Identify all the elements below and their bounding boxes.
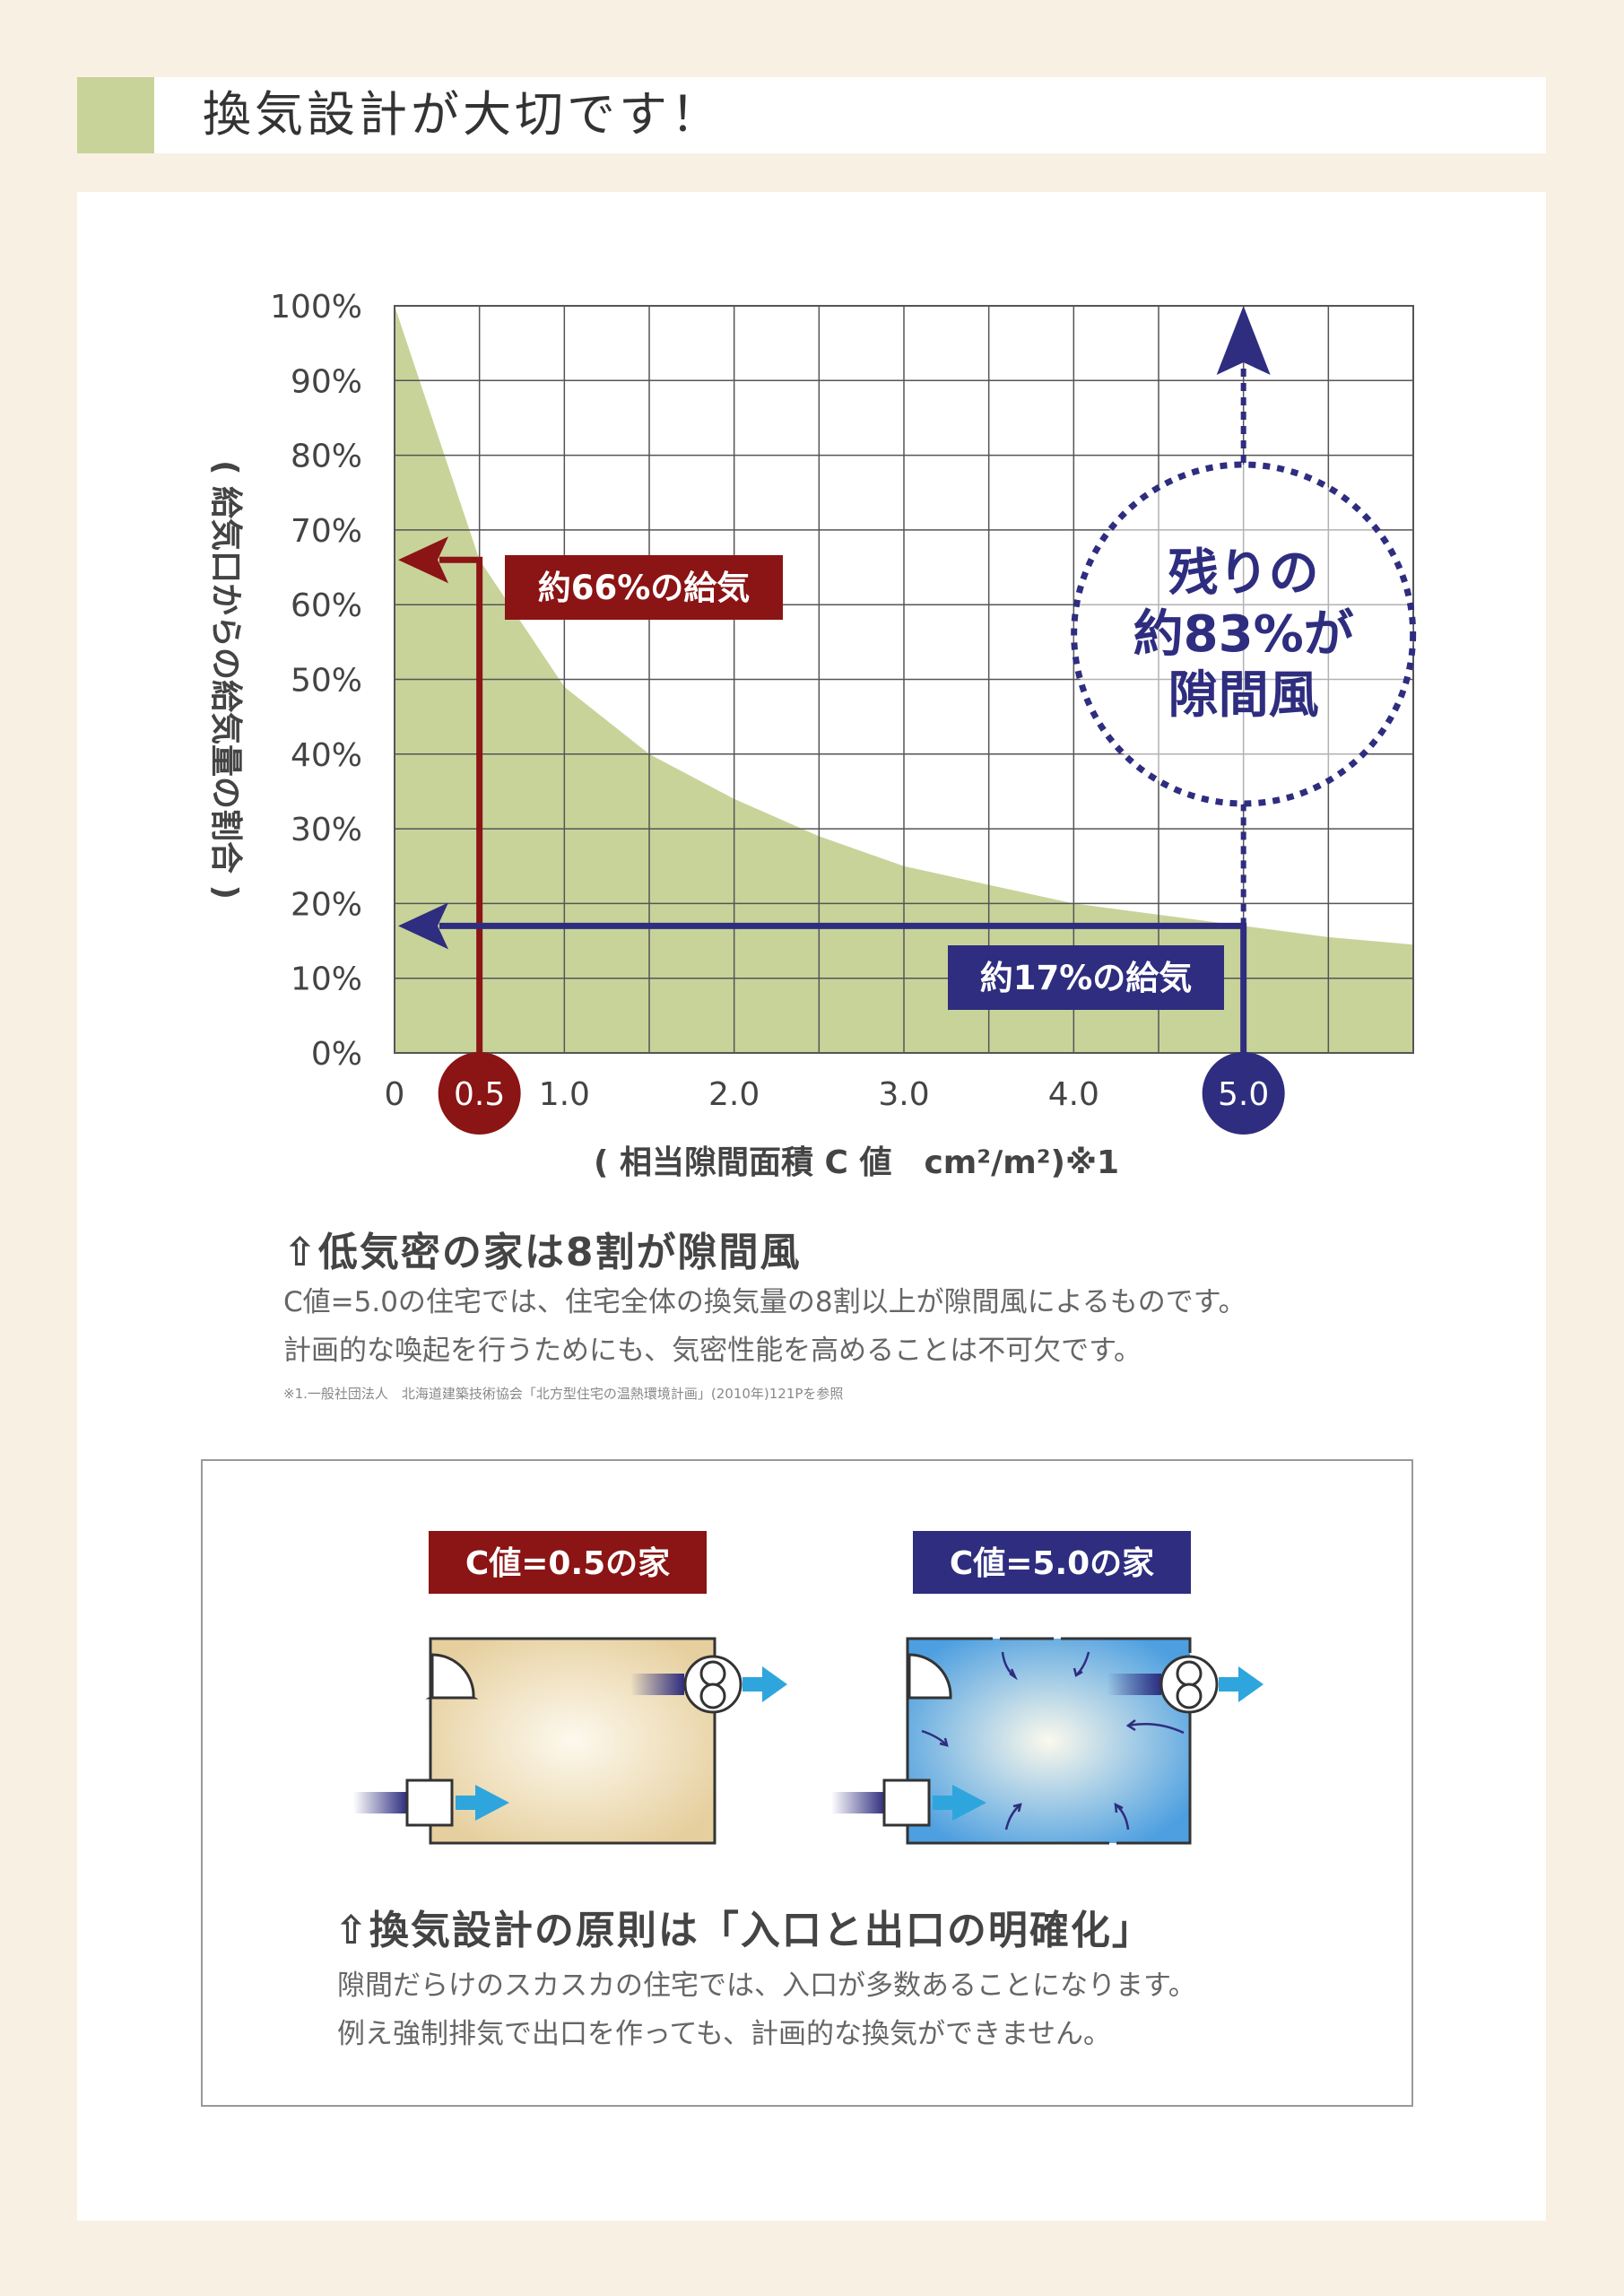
house2-fan-icon <box>1159 1655 1219 1714</box>
x-tick-badge <box>1202 1052 1285 1135</box>
section1-heading: ⇧低気密の家は8割が隙間風 <box>283 1230 802 1275</box>
x-tick-label: 4.0 <box>1048 1076 1099 1113</box>
x-axis-label: ( 相当隙間面積 C 値 cm²/m²)※1 <box>594 1144 1119 1181</box>
house2-label-bg <box>913 1531 1191 1594</box>
house1-intake-vent-icon <box>405 1779 454 1827</box>
title-bar: 換気設計が大切です！ <box>77 77 1546 153</box>
house-diagrams: C値=0.5の家 C値=5.0の家 <box>353 1531 1264 1845</box>
house1-label-bg <box>429 1531 707 1594</box>
annotation-label-17-bg <box>948 945 1224 1010</box>
house2-body <box>906 1637 1192 1845</box>
house2-label: C値=5.0の家 <box>950 1545 1154 1582</box>
x-tick-label: 3.0 <box>878 1076 929 1113</box>
house1-label: C値=0.5の家 <box>465 1545 670 1582</box>
x-tick-label: 5.0 <box>1218 1076 1269 1113</box>
house1-fan-icon <box>683 1655 743 1714</box>
y-tick-label: 30% <box>291 812 362 848</box>
house1-intake-duct <box>353 1792 407 1813</box>
section2-heading: ⇧換気設計の原則は「入口と出口の明確化」 <box>334 1908 1153 1953</box>
house2-outlet-arrow-icon <box>1219 1666 1264 1702</box>
y-tick-label: 0% <box>311 1036 362 1073</box>
section1-line2: 計画的な喚起を行うためにも、気密性能を高めることは不可欠です。 <box>283 1335 1142 1367</box>
house1-outlet-arrow-icon <box>743 1666 787 1702</box>
house1-exhaust-duct <box>630 1674 684 1695</box>
annotation-arrow-66 <box>439 556 483 1062</box>
house2-exhaust-duct <box>1107 1674 1161 1695</box>
footnote: ※1.一般社団法人 北海道建築技術協会「北方型住宅の温熱環境計画」(2010年)… <box>283 1386 844 1402</box>
house2-draft-arrows-icon <box>921 1651 1185 1831</box>
x-tick-label: 2.0 <box>708 1076 760 1113</box>
callout-text-line: 隙間風 <box>1168 666 1319 725</box>
chart: 0% 10% 20% 30% 40% 50% 60% 70% 80% 90% 100% 0 0.5 1.… <box>207 289 1417 1181</box>
y-tick-label: 10% <box>291 961 362 998</box>
house2-door-icon <box>908 1653 952 1700</box>
callout-circle <box>1071 461 1417 807</box>
callout-text-line: 残りの <box>1168 544 1319 603</box>
house1-inlet-arrow-icon <box>456 1785 509 1821</box>
x-tick-label: 0 <box>385 1076 405 1113</box>
house1-body <box>429 1637 716 1845</box>
house2-intake-vent-icon <box>882 1779 931 1827</box>
y-tick-label: 90% <box>291 363 362 400</box>
x-tick-badge <box>438 1052 521 1135</box>
house2-intake-duct <box>831 1792 885 1813</box>
y-tick-label: 20% <box>291 886 362 923</box>
y-tick-label: 70% <box>291 513 362 550</box>
y-tick-label: 60% <box>291 587 362 624</box>
y-tick-label: 80% <box>291 439 362 475</box>
chart-frame <box>394 305 1414 1054</box>
arrowhead-left-icon <box>398 536 448 584</box>
x-tick-label: 1.0 <box>539 1076 590 1113</box>
y-tick-label: 50% <box>291 663 362 700</box>
y-tick-label: 40% <box>291 737 362 774</box>
y-axis-label: ( 給気口からの給気量の割合 ) <box>207 460 244 900</box>
annotation-label-66-bg <box>505 555 783 620</box>
y-tick-label: 100% <box>270 289 362 326</box>
page-title: 換気設計が大切です！ <box>203 86 723 143</box>
annotation-label-66: 約66%の給気 <box>538 569 751 607</box>
house2-inlet-arrow-icon <box>933 1785 986 1821</box>
annotation-label-17: 約17%の給気 <box>980 959 1193 997</box>
callout-text-line: 約83%が <box>1133 605 1354 664</box>
house1-door-arc-icon <box>430 1653 475 1700</box>
section1-line1: C値=5.0の住宅では、住宅全体の換気量の8割以上が隙間風によるものです。 <box>283 1286 1246 1318</box>
arrowhead-left-icon <box>398 902 448 950</box>
comparison-box <box>201 1459 1413 2107</box>
section2-line2: 例え強制排気で出口を作っても、計画的な換気ができません。 <box>337 2018 1112 2050</box>
x-tick-label: 0.5 <box>454 1076 505 1113</box>
title-accent <box>77 77 154 153</box>
arrowhead-up-icon <box>1216 306 1271 375</box>
section2-line1: 隙間だらけのスカスカの住宅では、入口が多数あることになります。 <box>337 1970 1196 2002</box>
